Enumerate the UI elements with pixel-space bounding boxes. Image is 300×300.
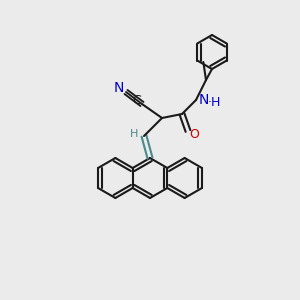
Text: N: N [199, 93, 209, 107]
Text: O: O [189, 128, 199, 140]
Text: ·H: ·H [207, 95, 221, 109]
Text: C: C [133, 94, 141, 106]
Text: N: N [114, 81, 124, 95]
Text: H: H [130, 129, 138, 139]
